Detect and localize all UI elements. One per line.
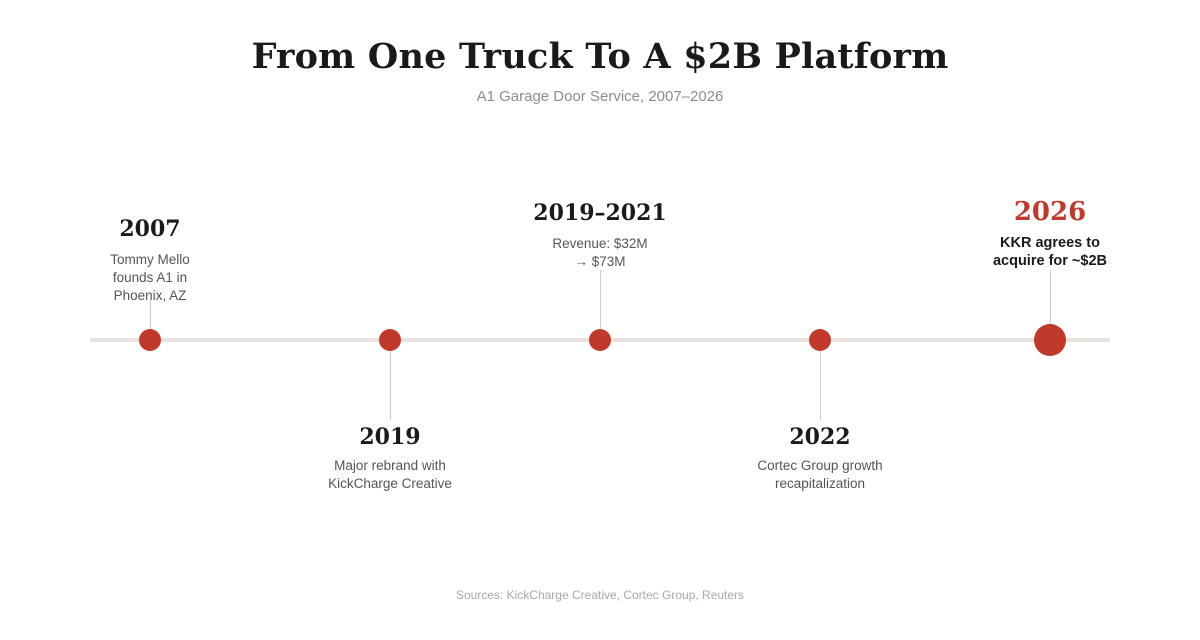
event-connector xyxy=(1049,270,1051,340)
event-marker xyxy=(139,329,161,351)
event-year: 2022 xyxy=(789,424,851,450)
event-description-line: Tommy Mello xyxy=(110,252,190,267)
event-description-line: Revenue: $32M xyxy=(552,236,648,251)
event-description-line: Cortec Group growth xyxy=(757,458,883,473)
event-connector xyxy=(389,340,391,420)
event-year-highlighted: 2026 xyxy=(1013,197,1087,227)
event-description: Tommy Mello founds A1 in Phoenix, AZ xyxy=(70,251,230,305)
event-description-line: Phoenix, AZ xyxy=(113,288,187,303)
event-description-line: Major rebrand with xyxy=(334,458,446,473)
event-marker xyxy=(589,329,611,351)
event-marker xyxy=(809,329,831,351)
event-description-line: KKR agrees to xyxy=(1000,235,1100,251)
event-description-line: recapitalization xyxy=(774,476,866,491)
event-year: 2019 xyxy=(359,424,421,450)
event-description-line: → $73M xyxy=(574,254,626,269)
event-description: Major rebrand with KickCharge Creative xyxy=(290,457,490,493)
event-description-highlighted: KKR agrees to acquire for ~$2B xyxy=(960,234,1140,270)
event-description-line: founds A1 in xyxy=(112,270,188,285)
event-connector xyxy=(819,340,821,420)
event-marker-highlighted xyxy=(1034,324,1066,356)
event-description-line: acquire for ~$2B xyxy=(992,253,1108,269)
event-description: Revenue: $32M → $73M xyxy=(500,235,700,271)
event-description: Cortec Group growth recapitalization xyxy=(720,457,920,493)
event-year: 2019–2021 xyxy=(533,200,667,226)
event-marker xyxy=(379,329,401,351)
event-connector xyxy=(149,300,151,340)
page-title: From One Truck To A $2B Platform xyxy=(251,36,949,77)
source-note: Sources: KickCharge Creative, Cortec Gro… xyxy=(455,588,745,602)
event-connector xyxy=(599,270,601,340)
event-description-line: KickCharge Creative xyxy=(328,476,452,491)
page-subtitle: A1 Garage Door Service, 2007–2026 xyxy=(476,88,724,105)
event-year: 2007 xyxy=(119,216,181,242)
